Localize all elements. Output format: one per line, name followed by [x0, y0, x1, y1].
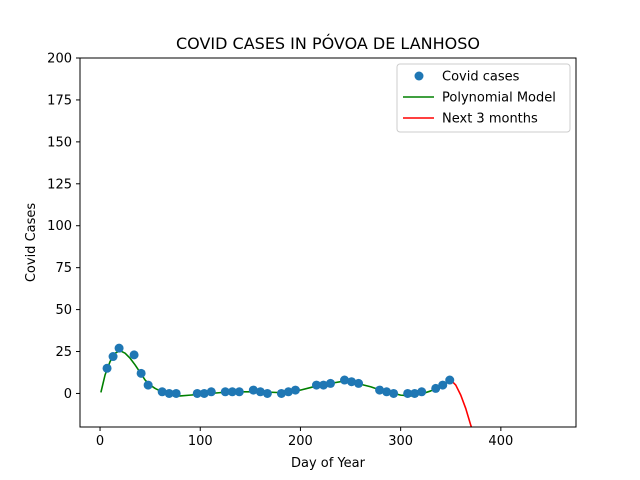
data-point — [354, 378, 364, 388]
data-point — [262, 388, 272, 398]
data-point — [382, 387, 392, 397]
plot-area — [100, 343, 473, 427]
y-tick-label: 175 — [47, 93, 72, 108]
y-tick-label: 125 — [47, 177, 72, 192]
data-point — [157, 387, 167, 397]
data-point — [438, 380, 448, 390]
x-tick-label: 0 — [96, 434, 104, 449]
data-point — [347, 377, 357, 387]
data-point — [164, 388, 174, 398]
y-tick-label: 150 — [47, 135, 72, 150]
data-point — [248, 385, 258, 395]
legend-marker-covid-cases — [414, 71, 424, 81]
data-point — [283, 387, 293, 397]
data-point — [431, 383, 441, 393]
data-point — [171, 388, 181, 398]
data-point — [276, 388, 286, 398]
data-point — [102, 363, 112, 373]
chart-title: COVID CASES IN PÓVOA DE LANHOSO — [176, 34, 480, 53]
data-point — [340, 375, 350, 385]
data-point — [108, 352, 118, 362]
y-tick-label: 200 — [47, 52, 72, 67]
legend-label-polynomial-model: Polynomial Model — [442, 91, 556, 106]
data-point — [136, 368, 146, 378]
data-point — [326, 378, 336, 388]
y-tick-label: 0 — [64, 387, 72, 402]
x-axis-label: Day of Year — [291, 456, 366, 471]
series-line-next-3-months — [449, 379, 473, 427]
y-axis-label: Covid Cases — [24, 203, 39, 283]
data-point — [220, 387, 230, 397]
x-axis: 0 100 200 300 400 — [96, 427, 513, 449]
data-point — [318, 380, 328, 390]
data-point — [199, 388, 209, 398]
y-tick-label: 25 — [55, 345, 72, 360]
data-point — [403, 388, 413, 398]
data-point — [389, 388, 399, 398]
data-point — [206, 387, 216, 397]
y-tick-label: 100 — [47, 219, 72, 234]
data-point — [410, 388, 420, 398]
x-tick-label: 200 — [288, 434, 313, 449]
y-axis: 0 25 50 75 100 125 150 175 200 — [47, 52, 80, 402]
data-point — [311, 380, 321, 390]
x-tick-label: 300 — [388, 434, 413, 449]
data-point — [129, 350, 139, 360]
data-point — [375, 385, 385, 395]
x-tick-label: 400 — [488, 434, 513, 449]
legend: Covid cases Polynomial Model Next 3 mont… — [396, 63, 571, 133]
y-tick-label: 75 — [55, 261, 72, 276]
data-point — [227, 387, 237, 397]
y-tick-label: 50 — [55, 303, 72, 318]
series-line-polynomial-model — [100, 349, 452, 397]
plot-frame — [79, 57, 577, 428]
legend-box — [396, 63, 571, 133]
data-point — [234, 387, 244, 397]
legend-label-covid-cases: Covid cases — [442, 70, 520, 85]
data-point — [114, 343, 124, 353]
x-tick-label: 100 — [188, 434, 213, 449]
data-point — [417, 387, 427, 397]
data-point — [445, 375, 455, 385]
legend-label-next-3-months: Next 3 months — [442, 112, 538, 127]
data-point — [255, 387, 265, 397]
data-point — [143, 380, 153, 390]
data-point — [192, 388, 202, 398]
data-point — [290, 385, 300, 395]
